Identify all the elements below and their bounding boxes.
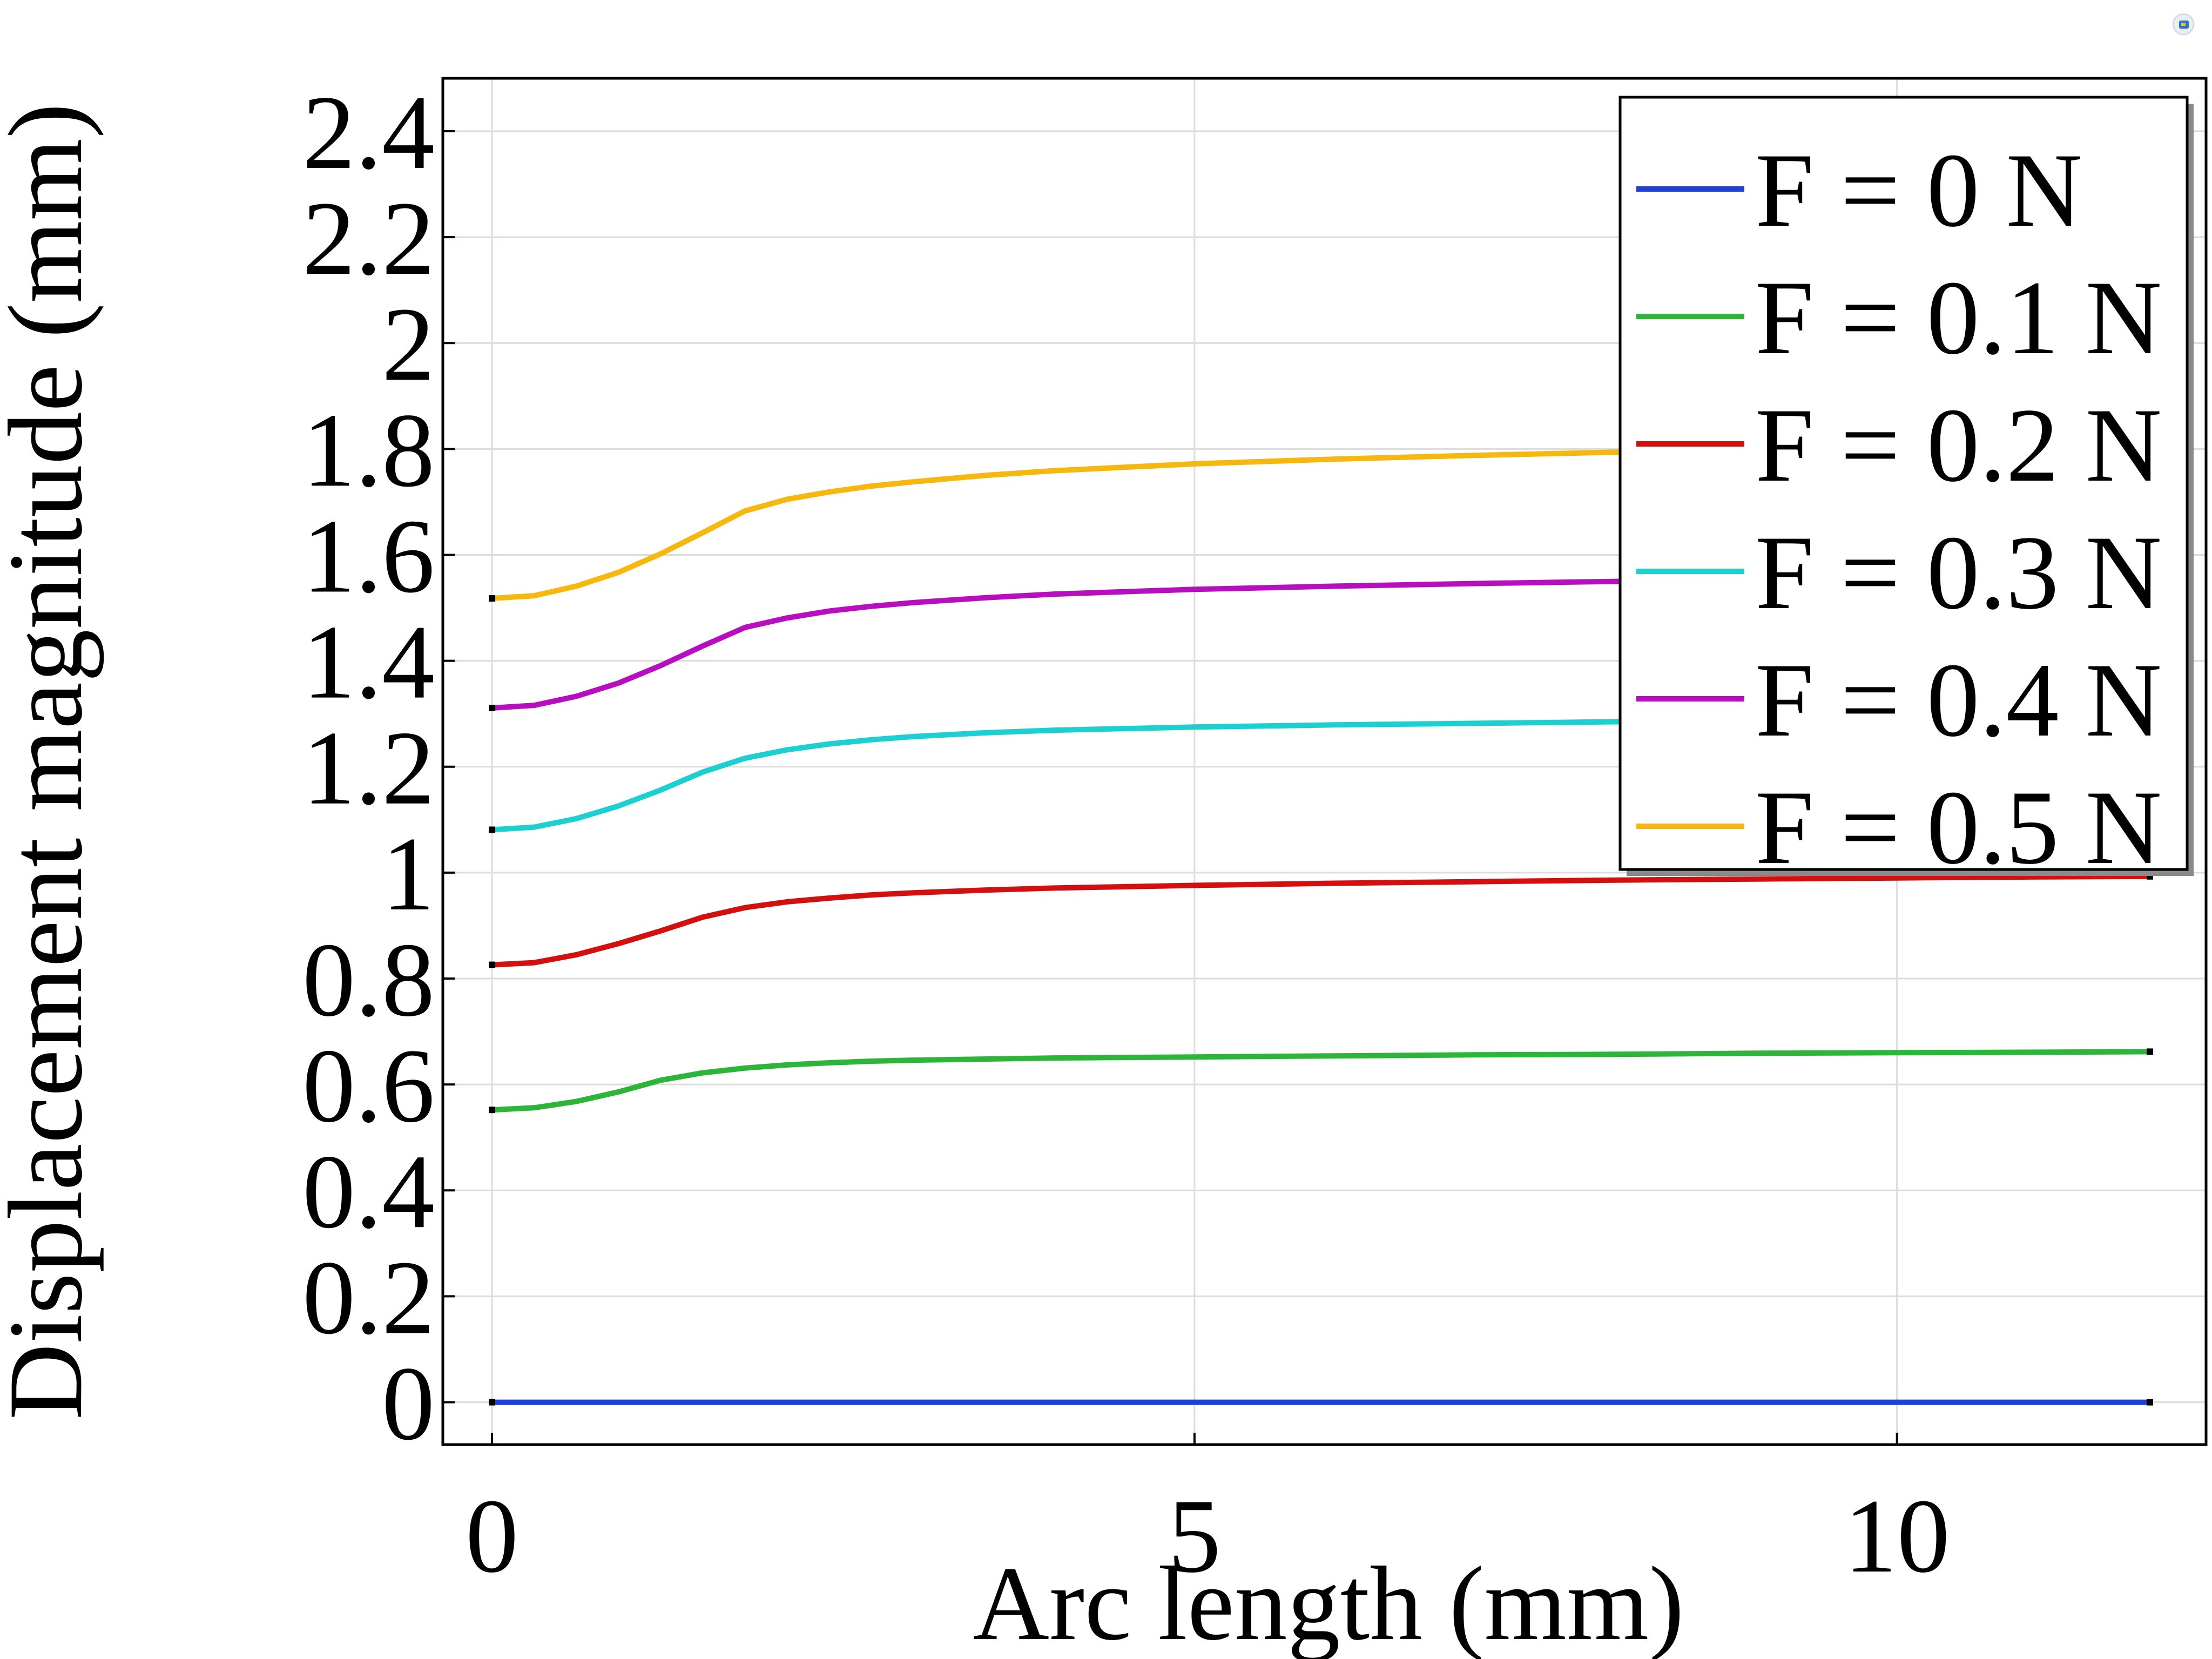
series-start-point (489, 1107, 496, 1114)
legend-label: F = 0.3 N (1755, 514, 2162, 631)
series-start-point (489, 1399, 496, 1406)
app-logo-icon (2173, 14, 2194, 35)
series-layer (489, 441, 2153, 1406)
y-tick-label: 0.2 (302, 1239, 435, 1356)
y-tick-label: 1 (382, 815, 435, 933)
y-tick-label: 1.4 (302, 604, 435, 721)
series-start-point (489, 961, 496, 968)
x-axis-title: Arc length (mm) (973, 1545, 1684, 1659)
y-tick-label: 1.2 (302, 710, 435, 827)
legend: F = 0 NF = 0.1 NF = 0.2 NF = 0.3 NF = 0.… (1618, 96, 2194, 886)
legend-items: F = 0 NF = 0.1 NF = 0.2 NF = 0.3 NF = 0.… (1636, 132, 2162, 886)
legend-label: F = 0.1 N (1755, 259, 2162, 376)
y-tick-label: 0.4 (302, 1133, 435, 1250)
app-logo-glyph (2179, 21, 2189, 29)
legend-label: F = 0.5 N (1755, 769, 2162, 886)
y-tick-label: 2.4 (302, 74, 435, 191)
y-tick-label: 0.8 (302, 921, 435, 1038)
y-tick-label: 1.8 (302, 392, 435, 509)
y-tick-label: 2.2 (302, 180, 435, 297)
legend-label: F = 0.4 N (1755, 642, 2162, 759)
legend-box (1618, 96, 2189, 871)
series-end-point (2146, 1048, 2153, 1055)
x-tick-label: 0 (466, 1478, 518, 1595)
y-tick-label: 0 (382, 1345, 435, 1462)
y-axis: 00.20.40.60.811.21.41.61.822.22.4 (302, 74, 455, 1462)
series-end-point (2146, 1399, 2153, 1406)
legend-label: F = 0.2 N (1755, 387, 2162, 504)
y-tick-label: 2 (382, 286, 435, 403)
plot-frame (441, 77, 2208, 1446)
y-axis-title: Displacement magnitude (mm) (0, 103, 104, 1420)
x-tick-label: 10 (1844, 1478, 1950, 1595)
legend-label: F = 0 N (1755, 132, 2082, 249)
y-tick-label: 1.6 (302, 498, 435, 615)
series-start-point (489, 704, 496, 711)
series-start-point (489, 826, 496, 833)
series-line-1 (489, 1049, 2153, 1113)
x-tick-label: 5 (1168, 1478, 1221, 1595)
x-axis: 0 5 10 (466, 1433, 1950, 1595)
series-line-2 (489, 873, 2153, 968)
y-tick-label: 0.6 (302, 1027, 435, 1144)
series-start-point (489, 595, 496, 602)
